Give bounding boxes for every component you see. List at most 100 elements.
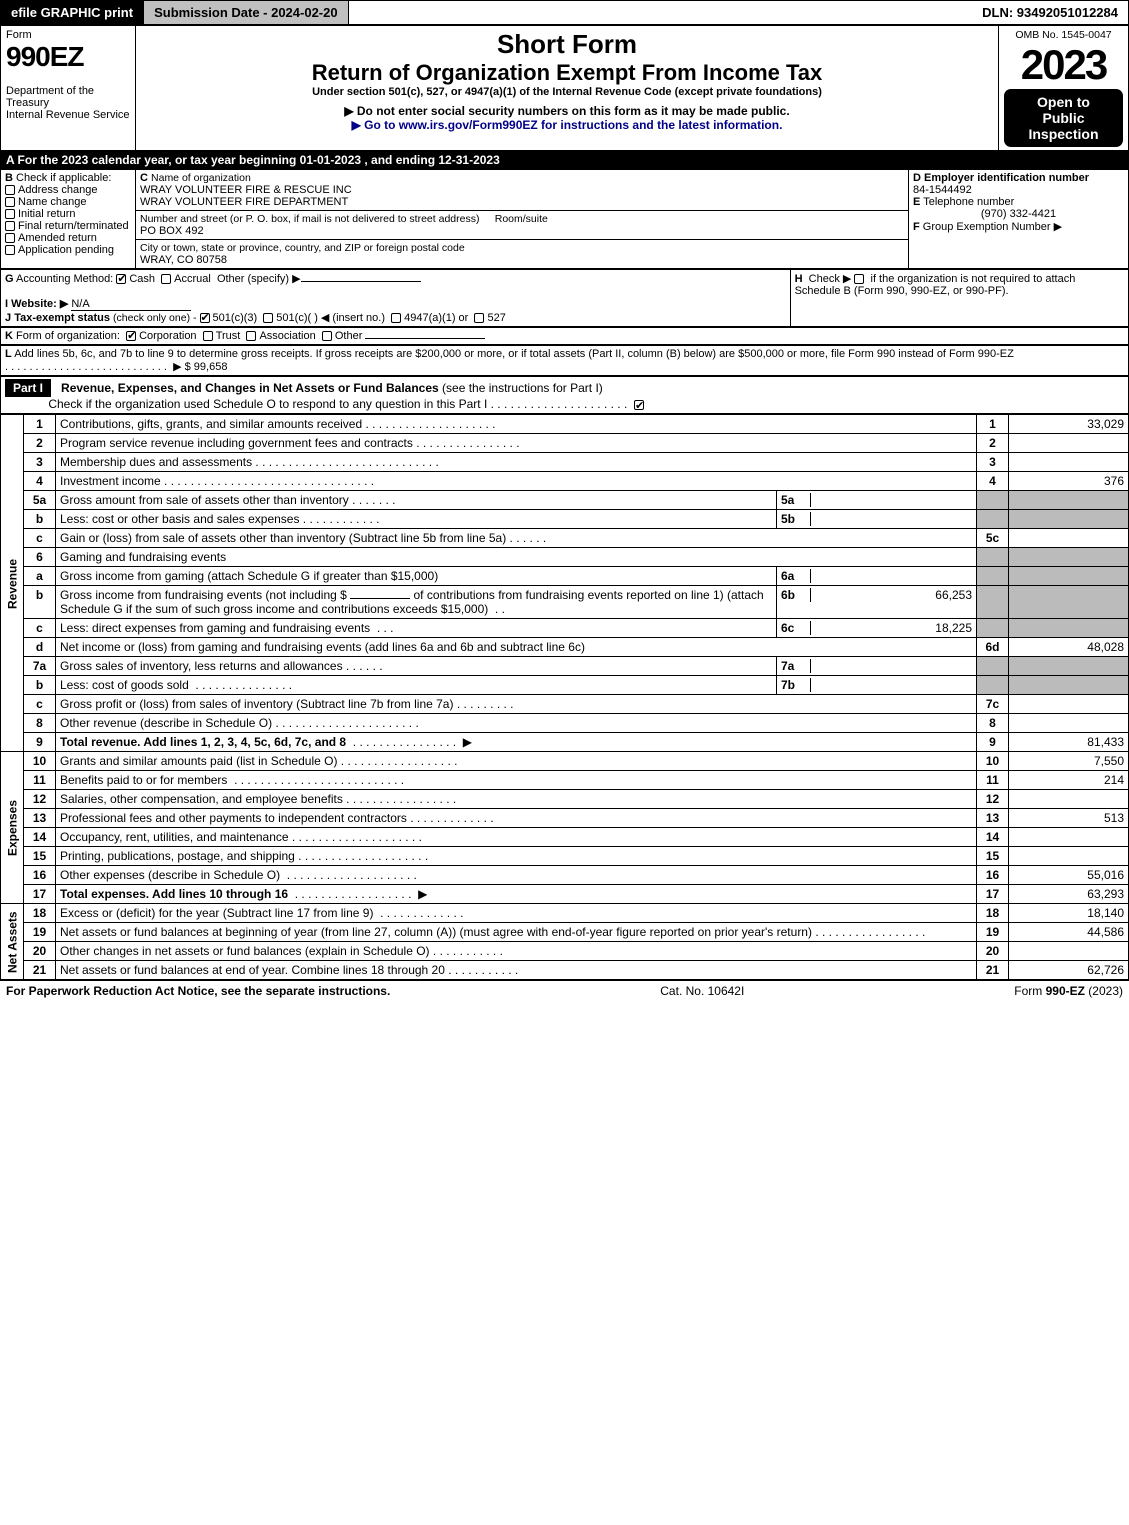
table-row: 19 Net assets or fund balances at beginn… bbox=[1, 923, 1129, 942]
box-c-name: C Name of organization WRAY VOLUNTEER FI… bbox=[136, 170, 909, 211]
line-10-value: 7,550 bbox=[1009, 752, 1129, 771]
efile-print-button[interactable]: efile GRAPHIC print bbox=[1, 1, 143, 24]
submission-date-label: Submission Date - 2024-02-20 bbox=[143, 1, 349, 24]
table-row: Revenue 1 Contributions, gifts, grants, … bbox=[1, 415, 1129, 434]
cb-527[interactable] bbox=[474, 313, 484, 323]
table-row: a Gross income from gaming (attach Sched… bbox=[1, 567, 1129, 586]
table-row: c Gross profit or (loss) from sales of i… bbox=[1, 695, 1129, 714]
phone-value: (970) 332-4421 bbox=[913, 208, 1124, 220]
part1-label: Part I bbox=[5, 379, 51, 397]
table-row: 12 Salaries, other compensation, and emp… bbox=[1, 790, 1129, 809]
dln-label: DLN: 93492051012284 bbox=[972, 1, 1128, 24]
page-footer: For Paperwork Reduction Act Notice, see … bbox=[0, 980, 1129, 1001]
table-row: b Gross income from fundraising events (… bbox=[1, 586, 1129, 619]
cb-501c3[interactable] bbox=[200, 313, 210, 323]
table-row: 14 Occupancy, rent, utilities, and maint… bbox=[1, 828, 1129, 847]
street-value: PO BOX 492 bbox=[140, 225, 204, 237]
info-grid: B Check if applicable: Address change Na… bbox=[0, 169, 1129, 269]
no-ssn-note: ▶ Do not enter social security numbers o… bbox=[141, 104, 993, 118]
form-header: Form 990EZ Department of the Treasury In… bbox=[0, 25, 1129, 151]
line-11-value: 214 bbox=[1009, 771, 1129, 790]
table-row: b Less: cost or other basis and sales ex… bbox=[1, 510, 1129, 529]
part1-header: Part I Revenue, Expenses, and Changes in… bbox=[0, 376, 1129, 414]
cb-accrual[interactable] bbox=[161, 274, 171, 284]
table-row: d Net income or (loss) from gaming and f… bbox=[1, 638, 1129, 657]
cb-application-pending[interactable] bbox=[5, 245, 15, 255]
line-17-value: 63,293 bbox=[1009, 885, 1129, 904]
cb-name-change[interactable] bbox=[5, 197, 15, 207]
footer-mid: Cat. No. 10642I bbox=[660, 984, 744, 998]
table-row: c Less: direct expenses from gaming and … bbox=[1, 619, 1129, 638]
title-short: Short Form bbox=[141, 29, 993, 60]
line-18-value: 18,140 bbox=[1009, 904, 1129, 923]
table-row: 7a Gross sales of inventory, less return… bbox=[1, 657, 1129, 676]
cb-trust[interactable] bbox=[203, 331, 213, 341]
gross-receipts-value: $ 99,658 bbox=[185, 361, 228, 373]
tax-year: 2023 bbox=[1004, 41, 1123, 89]
revenue-vlabel: Revenue bbox=[1, 415, 24, 752]
table-row: 11 Benefits paid to or for members . . .… bbox=[1, 771, 1129, 790]
table-row: 6 Gaming and fundraising events bbox=[1, 548, 1129, 567]
table-row: 9 Total revenue. Add lines 1, 2, 3, 4, 5… bbox=[1, 733, 1129, 752]
cb-schedule-b-not-required[interactable] bbox=[854, 274, 864, 284]
box-l-row: L Add lines 5b, 6c, and 7b to line 9 to … bbox=[0, 345, 1129, 376]
box-c-city: City or town, state or province, country… bbox=[136, 240, 909, 269]
cb-other-org[interactable] bbox=[322, 331, 332, 341]
table-row: 21 Net assets or fund balances at end of… bbox=[1, 961, 1129, 980]
box-k-row: K Form of organization: Corporation Trus… bbox=[0, 327, 1129, 345]
top-bar: efile GRAPHIC print Submission Date - 20… bbox=[0, 0, 1129, 25]
box-d-e-f: D Employer identification number 84-1544… bbox=[909, 170, 1129, 269]
cb-cash[interactable] bbox=[116, 274, 126, 284]
line-16-value: 55,016 bbox=[1009, 866, 1129, 885]
table-row: 8 Other revenue (describe in Schedule O)… bbox=[1, 714, 1129, 733]
cb-amended-return[interactable] bbox=[5, 233, 15, 243]
form-id-cell: Form 990EZ Department of the Treasury In… bbox=[1, 26, 136, 151]
expenses-vlabel: Expenses bbox=[1, 752, 24, 904]
omb-label: OMB No. 1545-0047 bbox=[1004, 29, 1123, 41]
table-row: Expenses 10 Grants and similar amounts p… bbox=[1, 752, 1129, 771]
table-row: 16 Other expenses (describe in Schedule … bbox=[1, 866, 1129, 885]
dept-line-2: Internal Revenue Service bbox=[6, 109, 130, 121]
box-h: H Check ▶ if the organization is not req… bbox=[790, 270, 1128, 327]
goto-link[interactable]: ▶ Go to www.irs.gov/Form990EZ for instru… bbox=[141, 118, 993, 132]
ein-value: 84-1544492 bbox=[913, 184, 972, 196]
cb-501c[interactable] bbox=[263, 313, 273, 323]
cb-corporation[interactable] bbox=[126, 331, 136, 341]
title-main: Return of Organization Exempt From Incom… bbox=[141, 60, 993, 86]
line-6b-value: 66,253 bbox=[935, 588, 972, 602]
footer-left: For Paperwork Reduction Act Notice, see … bbox=[6, 984, 390, 998]
form-number: 990EZ bbox=[6, 41, 84, 72]
table-row: 5a Gross amount from sale of assets othe… bbox=[1, 491, 1129, 510]
cb-association[interactable] bbox=[246, 331, 256, 341]
line-6c-value: 18,225 bbox=[935, 621, 972, 635]
dept-line-1: Department of the Treasury bbox=[6, 85, 94, 109]
box-b: B Check if applicable: Address change Na… bbox=[1, 170, 136, 269]
cb-4947[interactable] bbox=[391, 313, 401, 323]
table-row: 3 Membership dues and assessments . . . … bbox=[1, 453, 1129, 472]
table-row: 2 Program service revenue including gove… bbox=[1, 434, 1129, 453]
cb-initial-return[interactable] bbox=[5, 209, 15, 219]
line-9-value: 81,433 bbox=[1009, 733, 1129, 752]
line-1-value: 33,029 bbox=[1009, 415, 1129, 434]
line-4-value: 376 bbox=[1009, 472, 1129, 491]
cb-address-change[interactable] bbox=[5, 185, 15, 195]
table-row: c Gain or (loss) from sale of assets oth… bbox=[1, 529, 1129, 548]
open-to-public-box: Open to Public Inspection bbox=[1004, 89, 1123, 147]
ghi-grid: G Accounting Method: Cash Accrual Other … bbox=[0, 269, 1129, 327]
org-name-2: WRAY VOLUNTEER FIRE DEPARTMENT bbox=[140, 196, 348, 208]
year-cell: OMB No. 1545-0047 2023 Open to Public In… bbox=[999, 26, 1129, 151]
website-value: N/A bbox=[71, 298, 191, 311]
table-row: 13 Professional fees and other payments … bbox=[1, 809, 1129, 828]
line-19-value: 44,586 bbox=[1009, 923, 1129, 942]
cb-final-return[interactable] bbox=[5, 221, 15, 231]
table-row: Net Assets 18 Excess or (deficit) for th… bbox=[1, 904, 1129, 923]
table-row: b Less: cost of goods sold . . . . . . .… bbox=[1, 676, 1129, 695]
lines-table: Revenue 1 Contributions, gifts, grants, … bbox=[0, 414, 1129, 980]
table-row: 17 Total expenses. Add lines 10 through … bbox=[1, 885, 1129, 904]
under-section: Under section 501(c), 527, or 4947(a)(1)… bbox=[141, 86, 993, 98]
form-label: Form bbox=[6, 29, 32, 41]
city-value: WRAY, CO 80758 bbox=[140, 254, 227, 266]
title-cell: Short Form Return of Organization Exempt… bbox=[136, 26, 999, 151]
cb-schedule-o-part1[interactable] bbox=[634, 400, 644, 410]
box-g: G Accounting Method: Cash Accrual Other … bbox=[1, 270, 791, 327]
